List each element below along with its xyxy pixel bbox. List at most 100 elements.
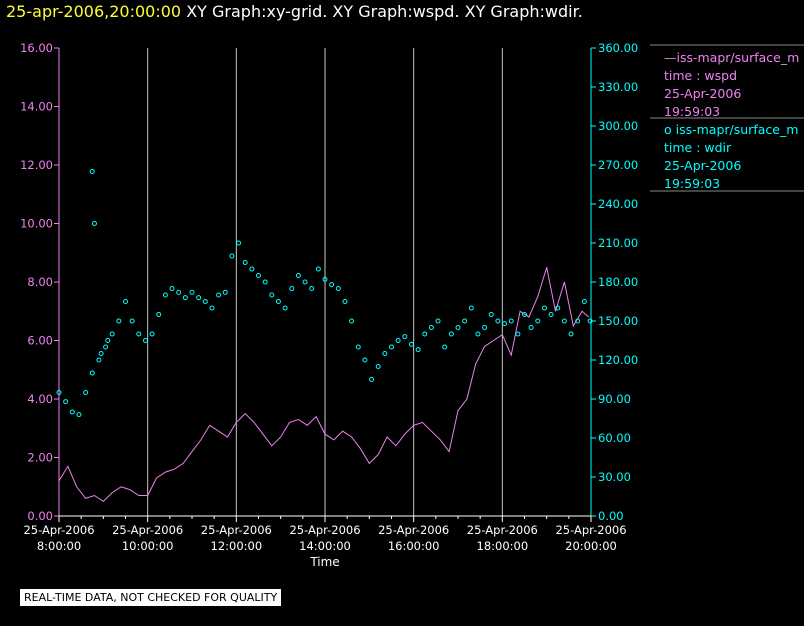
x-tick-date: 25-Apr-2006 (23, 523, 94, 537)
x-tick-date: 25-Apr-2006 (378, 523, 449, 537)
wdir-point (369, 377, 375, 382)
left-tick-label: 6.00 (27, 334, 53, 348)
right-tick-label: 240.00 (598, 197, 638, 211)
wdir-point (355, 344, 361, 350)
right-tick-label: 150.00 (598, 314, 638, 328)
wdir-point (295, 273, 301, 278)
legend-wspd-time: 19:59:03 (664, 104, 721, 119)
wdir-point (541, 305, 547, 311)
wdir-point (402, 334, 408, 340)
left-tick-label: 14.00 (20, 100, 53, 114)
wdir-point (123, 299, 128, 304)
legend-wspd-var: time : wspd (664, 68, 738, 83)
wdir-point (309, 286, 315, 291)
wdir-point (428, 325, 434, 330)
wdir-point (176, 289, 182, 295)
wdir-point (329, 282, 335, 288)
wdir-point (408, 341, 414, 347)
wdir-point (568, 331, 574, 337)
wdir-point (495, 318, 501, 324)
right-tick-label: 30.00 (598, 470, 631, 484)
wdir-point (508, 318, 514, 324)
wdir-point (142, 338, 148, 343)
wdir-point (269, 292, 275, 298)
wdir-point (262, 279, 268, 285)
wdir-point (335, 286, 341, 291)
wdir-point (395, 338, 401, 343)
x-tick-date: 25-Apr-2006 (467, 523, 538, 537)
wdir-point (89, 370, 95, 376)
wdir-point (475, 331, 481, 337)
wdir-point (362, 357, 368, 363)
wdir-point (382, 351, 388, 356)
wspd-series-line (58, 267, 590, 503)
left-tick-label: 4.00 (27, 392, 53, 406)
wdir-point (375, 364, 381, 369)
right-tick-label: 90.00 (598, 392, 631, 406)
wdir-point (342, 299, 348, 304)
wdir-point (89, 169, 95, 174)
wdir-point (229, 253, 235, 259)
x-axis-label: Time (309, 555, 339, 569)
wdir-point (91, 221, 97, 226)
wdir-point (415, 347, 421, 353)
x-tick-time: 16:00:00 (388, 539, 440, 553)
wdir-point (502, 321, 508, 327)
wdir-point (189, 289, 195, 295)
x-tick-time: 8:00:00 (37, 539, 81, 553)
right-tick-label: 360.00 (598, 41, 638, 55)
wdir-point (162, 292, 168, 298)
left-tick-label: 8.00 (27, 275, 53, 289)
wdir-point (169, 286, 175, 291)
wdir-point (389, 344, 394, 350)
wdir-point (422, 331, 428, 337)
wdir-point (242, 260, 248, 265)
right-tick-label: 210.00 (598, 236, 638, 250)
wdir-point (575, 318, 581, 324)
quality-notice: REAL-TIME DATA, NOT CHECKED FOR QUALITY (20, 589, 282, 606)
legend-wdir-time: 19:59:03 (664, 176, 721, 191)
wdir-point (522, 312, 527, 317)
legend-wdir-date: 25-Apr-2006 (664, 158, 742, 173)
wdir-point (103, 344, 109, 350)
wdir-point (182, 295, 188, 301)
wdir-point (216, 292, 222, 298)
wdir-point (136, 331, 142, 337)
title-timestamp: 25-apr-2006,20:00:00 (6, 2, 182, 21)
wdir-point (555, 305, 561, 311)
wdir-point (435, 318, 441, 324)
wdir-point (455, 325, 461, 330)
wdir-point (462, 318, 468, 324)
wdir-point (488, 312, 494, 317)
right-tick-label: 60.00 (598, 431, 631, 445)
legend-wspd: —iss-mapr/surface_m time : wspd 25-Apr-2… (664, 49, 799, 121)
wdir-point (236, 240, 242, 246)
wdir-point (196, 295, 202, 301)
wdir-point (289, 286, 295, 291)
wdir-point (83, 390, 89, 395)
wdir-point (581, 299, 587, 304)
wdir-point (209, 305, 215, 311)
x-tick-date: 25-Apr-2006 (289, 523, 360, 537)
wdir-point (149, 331, 155, 337)
wdir-point (315, 266, 321, 272)
wdir-point (105, 338, 111, 343)
right-tick-label: 330.00 (598, 80, 638, 94)
wdir-point (282, 305, 288, 311)
wdir-point (322, 276, 328, 282)
legend-wdir: o iss-mapr/surface_m time : wdir 25-Apr-… (664, 121, 798, 193)
wdir-point (561, 318, 567, 324)
wdir-point (96, 357, 102, 363)
x-tick-time: 18:00:00 (477, 539, 529, 553)
wdir-point (116, 318, 122, 324)
wdir-point (109, 331, 115, 337)
right-tick-label: 300.00 (598, 119, 638, 133)
legend-wspd-name: —iss-mapr/surface_m (664, 50, 800, 65)
wdir-point (129, 318, 135, 324)
wdir-point (528, 325, 534, 330)
wdir-point (249, 266, 255, 272)
wdir-point (515, 331, 521, 337)
wdir-point (98, 351, 104, 356)
wdir-point (587, 318, 593, 324)
